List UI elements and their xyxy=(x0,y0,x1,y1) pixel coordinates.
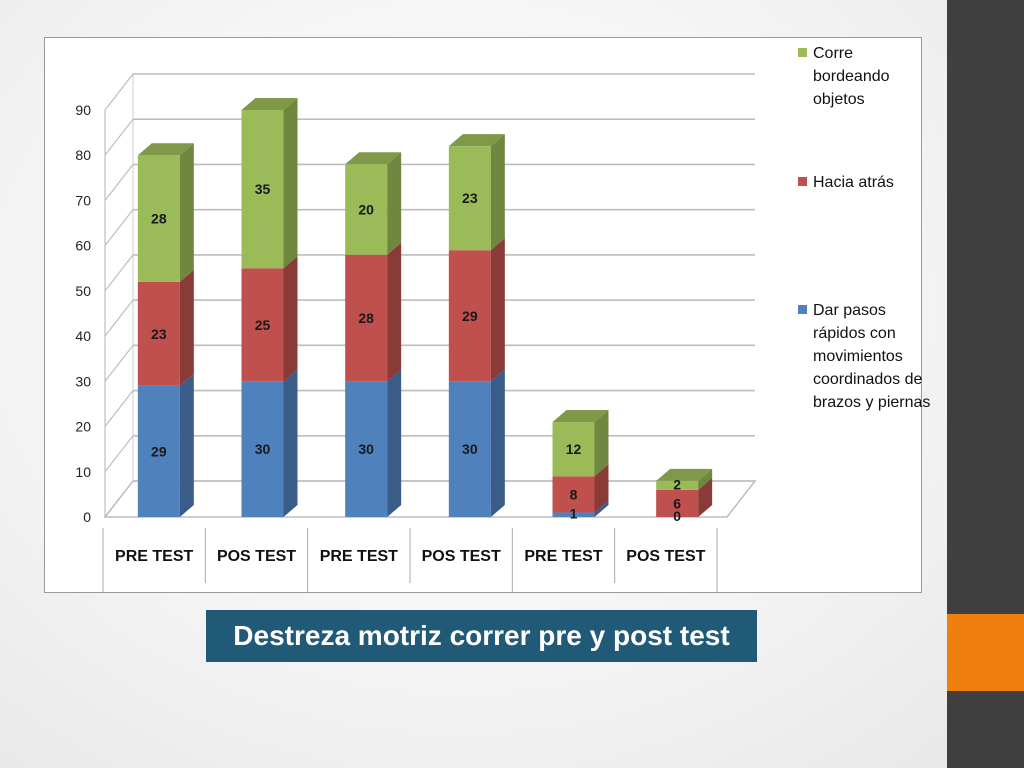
y-tick-label: 50 xyxy=(75,283,91,299)
accent-block xyxy=(947,614,1024,691)
bar-segment-side xyxy=(283,256,298,382)
bar-segment-side xyxy=(490,369,505,517)
side-wall xyxy=(104,72,134,519)
bar-segment xyxy=(137,281,180,386)
bar-segment xyxy=(345,381,388,517)
gridline-side xyxy=(104,118,134,156)
data-label: 29 xyxy=(462,308,478,324)
category-label: PRE TEST xyxy=(524,548,602,565)
legend-swatch-green xyxy=(798,48,807,57)
data-label: 29 xyxy=(151,443,167,459)
y-tick-label: 60 xyxy=(75,238,91,254)
gridline-side xyxy=(104,299,134,337)
data-label: 30 xyxy=(462,441,478,457)
category-label: POS TEST xyxy=(217,548,296,565)
y-tick-label: 0 xyxy=(83,509,91,525)
category-label: PRE TEST xyxy=(320,548,398,565)
category-label: PRE TEST xyxy=(115,548,193,565)
gridline-side xyxy=(104,480,134,518)
gridline-side xyxy=(104,390,134,427)
bar-segment xyxy=(552,476,595,513)
gridline-side xyxy=(104,164,134,201)
legend-label-dar-pasos: Dar pasos rápidos con movimientos coordi… xyxy=(813,302,931,411)
data-label: 25 xyxy=(255,317,271,333)
bar-segment xyxy=(552,422,595,477)
bar-segment xyxy=(345,164,388,255)
y-tick-label: 10 xyxy=(75,464,91,480)
bar-segment-side xyxy=(387,152,402,255)
y-tick-label: 70 xyxy=(75,192,91,208)
y-tick-label: 80 xyxy=(75,147,91,163)
data-label: 23 xyxy=(462,190,478,206)
bar-segment xyxy=(241,110,284,269)
category-label: POS TEST xyxy=(626,548,705,565)
bar-segment xyxy=(137,385,180,517)
bar-top xyxy=(137,143,194,156)
y-tick-label: 20 xyxy=(75,419,91,435)
gridline-side xyxy=(104,435,134,473)
bar-top xyxy=(448,134,505,147)
bar-segment-side xyxy=(490,134,505,251)
bar-segment-side xyxy=(698,468,713,490)
data-label: 8 xyxy=(570,486,578,502)
bar-segment xyxy=(448,250,491,382)
data-label: 23 xyxy=(151,326,167,342)
data-label: 30 xyxy=(358,441,374,457)
data-label: 12 xyxy=(566,441,582,457)
chart-caption: Destreza motriz correr pre y post test xyxy=(206,610,757,662)
bar-segment-side xyxy=(179,373,194,517)
legend-swatch-red xyxy=(798,177,807,186)
y-tick-label: 30 xyxy=(75,373,91,389)
data-label: 30 xyxy=(255,441,271,457)
legend-swatch-blue xyxy=(798,305,807,314)
bar-segment xyxy=(137,155,180,282)
gridline-side xyxy=(104,73,134,111)
bar-segment-side xyxy=(283,369,298,517)
data-label: 28 xyxy=(358,310,374,326)
bar-segment-side xyxy=(179,143,194,282)
bar-segment xyxy=(241,268,284,382)
data-label: 28 xyxy=(151,211,167,227)
chart-frame: 0 10 20 30 40 50 60 70 80 90 29 23 28 30 25 35 30 28 20 30 2… xyxy=(44,37,930,593)
bar-top xyxy=(552,410,609,423)
gridline-side xyxy=(104,209,134,247)
data-label: 0 xyxy=(673,508,681,524)
bar-segment xyxy=(345,254,388,382)
bar-segment-side xyxy=(387,369,402,517)
bar-segment-side xyxy=(283,98,298,269)
stacked-bar-chart: 0102030405060708090292328302535302820302… xyxy=(75,72,757,592)
bar-top xyxy=(345,152,402,165)
bar-segment xyxy=(448,146,491,251)
bar-segment-side xyxy=(594,410,609,477)
bar-top xyxy=(241,98,298,110)
gridline-side xyxy=(104,344,134,382)
bar-segment xyxy=(656,480,699,490)
y-tick-label: 90 xyxy=(75,102,91,118)
data-label: 35 xyxy=(255,181,271,197)
category-label: POS TEST xyxy=(422,548,501,565)
bar-segment-side xyxy=(179,269,194,386)
legend-label-corre-bordeando: Corre bordeando objetos xyxy=(813,45,890,108)
bar-segment xyxy=(656,489,699,517)
bar-top xyxy=(656,468,713,481)
bar-segment-side xyxy=(594,464,609,513)
legend-label-hacia-atras: Hacia atrás xyxy=(813,174,894,191)
bar-segment-side xyxy=(387,242,402,382)
data-label: 2 xyxy=(673,476,681,492)
gridline-side xyxy=(104,254,134,292)
y-tick-label: 40 xyxy=(75,328,91,344)
bar-segment-side xyxy=(490,238,505,382)
bar-segment-side xyxy=(698,477,713,517)
bar-segment-side xyxy=(594,500,609,517)
bar-segment xyxy=(552,512,595,517)
data-label: 1 xyxy=(570,506,578,522)
bar-segment xyxy=(448,381,491,517)
data-label: 6 xyxy=(673,495,681,511)
bar-segment xyxy=(241,381,284,517)
data-label: 20 xyxy=(358,201,374,217)
